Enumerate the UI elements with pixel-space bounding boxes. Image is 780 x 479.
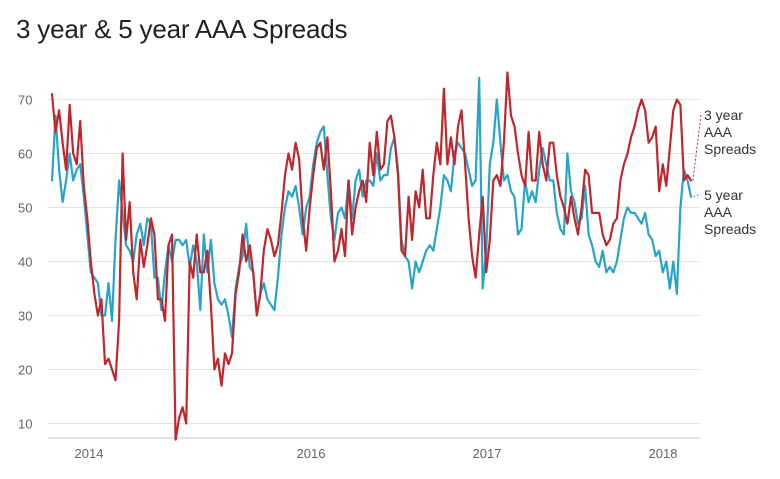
y-tick-label: 70 [18, 93, 32, 108]
y-tick-label: 50 [18, 201, 32, 216]
x-tick-label: 2014 [75, 446, 104, 461]
chart-title: 3 year & 5 year AAA Spreads [16, 14, 348, 44]
x-tick-label: 2018 [649, 446, 678, 461]
y-tick-label: 20 [18, 363, 32, 378]
label-3yr-connector [692, 113, 702, 181]
y-tick-label: 60 [18, 147, 32, 162]
label-3yr: Spreads [704, 141, 756, 157]
label-5yr-connector [692, 193, 702, 198]
y-tick-label: 10 [18, 417, 32, 432]
y-tick-label: 40 [18, 255, 32, 270]
label-3yr: AAA [704, 124, 733, 140]
series-lines [50, 71, 693, 441]
x-tick-label: 2017 [473, 446, 502, 461]
label-5yr: AAA [704, 204, 733, 220]
label-5yr: Spreads [704, 221, 756, 237]
label-5yr: 5 year [704, 187, 743, 203]
y-tick-label: 30 [18, 309, 32, 324]
gridlines [48, 99, 700, 439]
series-line-3yr [50, 71, 693, 441]
y-axis-ticks: 10 20 30 40 50 60 70 [18, 93, 32, 432]
label-3yr: 3 year [704, 107, 743, 123]
series-line-5yr [50, 76, 693, 339]
x-tick-label: 2016 [297, 446, 326, 461]
x-axis-ticks: 2014 2016 2017 2018 [75, 446, 678, 461]
